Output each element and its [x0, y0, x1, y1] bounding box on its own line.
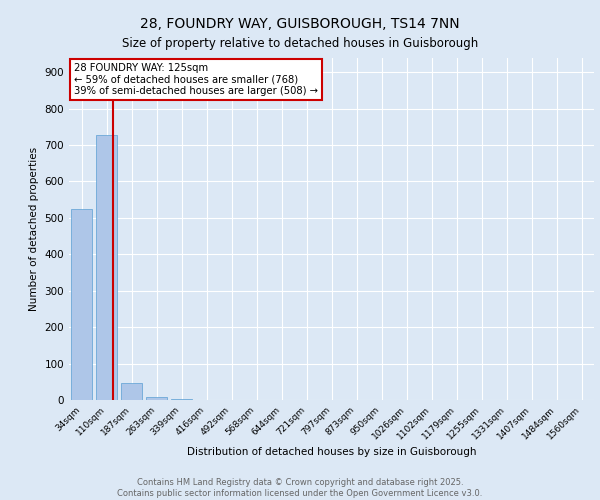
- Text: 28 FOUNDRY WAY: 125sqm
← 59% of detached houses are smaller (768)
39% of semi-de: 28 FOUNDRY WAY: 125sqm ← 59% of detached…: [74, 62, 318, 96]
- Text: Size of property relative to detached houses in Guisborough: Size of property relative to detached ho…: [122, 38, 478, 51]
- X-axis label: Distribution of detached houses by size in Guisborough: Distribution of detached houses by size …: [187, 446, 476, 456]
- Bar: [71, 208, 92, 400]
- Y-axis label: Number of detached properties: Number of detached properties: [29, 146, 39, 311]
- Text: 28, FOUNDRY WAY, GUISBOROUGH, TS14 7NN: 28, FOUNDRY WAY, GUISBOROUGH, TS14 7NN: [140, 18, 460, 32]
- Bar: [96, 135, 117, 400]
- Text: Contains HM Land Registry data © Crown copyright and database right 2025.
Contai: Contains HM Land Registry data © Crown c…: [118, 478, 482, 498]
- Bar: [121, 383, 142, 400]
- Bar: [146, 397, 167, 400]
